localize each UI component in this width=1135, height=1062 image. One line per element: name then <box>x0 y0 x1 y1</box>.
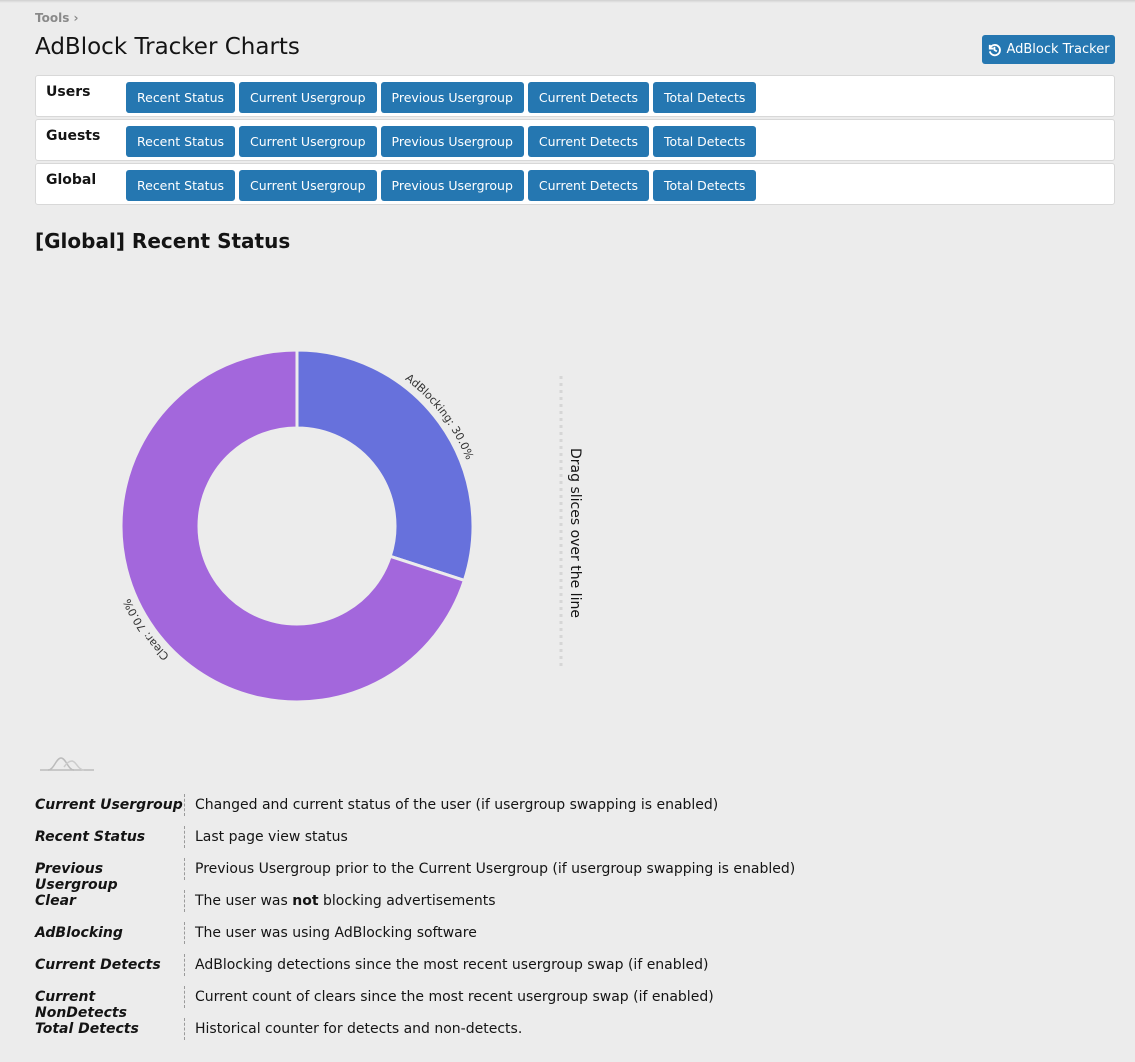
definition-desc: The user was not blocking advertisements <box>184 890 496 912</box>
top-shadow <box>0 0 1135 3</box>
adblock-tracker-label: AdBlock Tracker <box>1006 42 1110 57</box>
definition-desc: Previous Usergroup prior to the Current … <box>184 858 795 880</box>
definition-item: Current Detects AdBlocking detections sin… <box>35 954 795 986</box>
users-previous-usergroup-button[interactable]: Previous Usergroup <box>380 82 524 113</box>
definition-term: Clear <box>35 893 76 909</box>
global-current-usergroup-button[interactable]: Current Usergroup <box>239 170 377 201</box>
breadcrumb-separator: › <box>73 11 79 25</box>
definition-term: Current Detects <box>35 957 161 973</box>
definition-item: Previous Usergroup Previous Usergroup pri… <box>35 858 795 893</box>
definition-item: AdBlocking The user was using AdBlocking … <box>35 922 795 954</box>
definitions-list: Current Usergroup Changed and current sta… <box>35 794 795 1050</box>
row-users: Users Recent Status Current Usergroup Pr… <box>35 75 1115 117</box>
history-icon <box>989 44 1002 57</box>
users-total-detects-button[interactable]: Total Detects <box>653 82 757 113</box>
donut-chart: AdBlocking: 30.0%Clear: 70.0% Drag slice… <box>119 348 583 704</box>
guests-total-detects-button[interactable]: Total Detects <box>653 126 757 157</box>
definition-desc: The user was using AdBlocking software <box>184 922 477 944</box>
users-current-detects-button[interactable]: Current Detects <box>527 82 650 113</box>
chart-title: [Global] Recent Status <box>35 229 291 253</box>
slice-adblocking[interactable] <box>295 348 475 582</box>
definition-desc: Current count of clears since the most r… <box>184 986 714 1008</box>
guests-previous-usergroup-button[interactable]: Previous Usergroup <box>380 126 524 157</box>
definition-item: Total Detects Historical counter for dete… <box>35 1018 795 1050</box>
row-label: Global <box>46 172 97 188</box>
slice-clear[interactable] <box>119 348 466 704</box>
definition-item: Current Usergroup Changed and current sta… <box>35 794 795 826</box>
definition-desc: Historical counter for detects and non-d… <box>184 1018 522 1040</box>
page-title: AdBlock Tracker Charts <box>35 34 300 60</box>
definition-term: Recent Status <box>35 829 146 845</box>
definition-term: Current Usergroup <box>35 797 183 813</box>
guests-current-usergroup-button[interactable]: Current Usergroup <box>239 126 377 157</box>
definition-item: Recent Status Last page view status <box>35 826 795 858</box>
desc-post: blocking advertisements <box>318 893 496 909</box>
users-current-usergroup-button[interactable]: Current Usergroup <box>239 82 377 113</box>
desc-bold: not <box>292 893 319 909</box>
chart-selector: Users Recent Status Current Usergroup Pr… <box>35 75 1115 207</box>
definition-term: AdBlocking <box>35 925 123 941</box>
breadcrumb[interactable]: Tools › <box>35 11 78 25</box>
drag-hint: Drag slices over the line <box>567 448 583 618</box>
row-global: Global Recent Status Current Usergroup P… <box>35 163 1115 205</box>
definition-term: Current NonDetects <box>35 989 127 1021</box>
chart-logo-icon <box>40 757 94 771</box>
row-label: Users <box>46 84 91 100</box>
row-label: Guests <box>46 128 101 144</box>
global-recent-status-button[interactable]: Recent Status <box>126 170 236 201</box>
global-total-detects-button[interactable]: Total Detects <box>653 170 757 201</box>
guests-current-detects-button[interactable]: Current Detects <box>527 126 650 157</box>
definition-desc: AdBlocking detections since the most rec… <box>184 954 709 976</box>
breadcrumb-tools[interactable]: Tools <box>35 11 70 25</box>
definition-desc: Changed and current status of the user (… <box>184 794 718 816</box>
definition-desc: Last page view status <box>184 826 348 848</box>
users-recent-status-button[interactable]: Recent Status <box>126 82 236 113</box>
global-current-detects-button[interactable]: Current Detects <box>527 170 650 201</box>
guests-recent-status-button[interactable]: Recent Status <box>126 126 236 157</box>
definition-term: Previous Usergroup <box>35 861 118 893</box>
adblock-tracker-button[interactable]: AdBlock Tracker <box>982 35 1115 64</box>
desc-pre: The user was <box>195 893 293 909</box>
global-previous-usergroup-button[interactable]: Previous Usergroup <box>380 170 524 201</box>
row-guests: Guests Recent Status Current Usergroup P… <box>35 119 1115 161</box>
definition-item: Current NonDetects Current count of clear… <box>35 986 795 1021</box>
definition-item: Clear The user was not blocking advertise… <box>35 890 795 922</box>
definition-term: Total Detects <box>35 1021 139 1037</box>
